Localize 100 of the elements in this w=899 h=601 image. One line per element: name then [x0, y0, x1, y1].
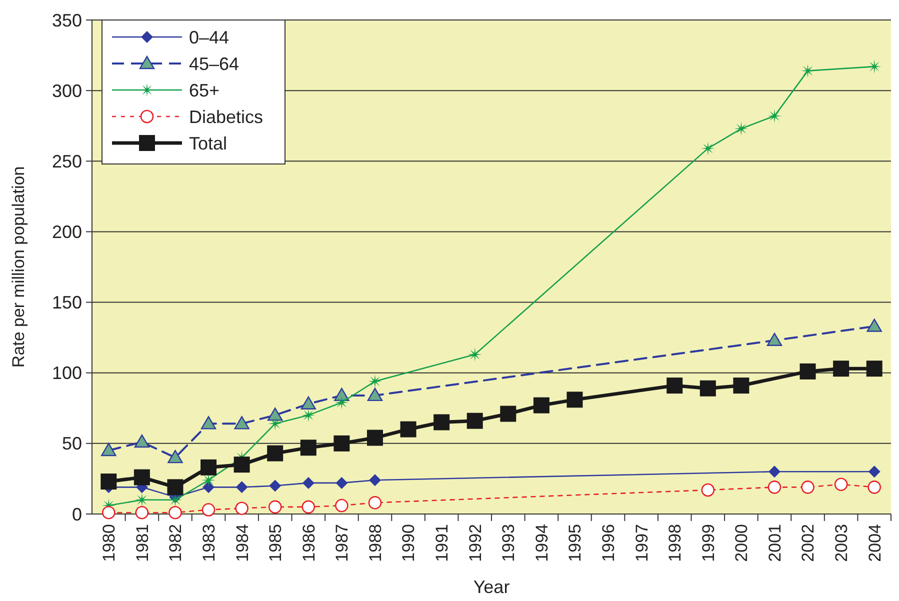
point — [768, 466, 780, 478]
y-tick-label: 350 — [52, 10, 82, 30]
point — [533, 397, 550, 414]
point — [368, 474, 381, 486]
point — [468, 348, 482, 362]
point — [834, 478, 848, 492]
point — [134, 492, 149, 507]
point — [868, 480, 882, 494]
point — [302, 476, 314, 489]
point — [434, 414, 450, 430]
x-tick-label: 1991 — [432, 524, 452, 562]
legend-label: 45–64 — [189, 54, 240, 74]
point — [268, 416, 282, 431]
point — [268, 408, 283, 421]
y-axis-title: Rate per million population — [9, 166, 28, 368]
x-tick-label: 1984 — [232, 524, 252, 562]
point — [367, 388, 383, 402]
point — [334, 395, 349, 410]
y-tick-label: 200 — [52, 222, 82, 242]
point — [268, 500, 282, 514]
point — [302, 500, 316, 514]
point — [566, 392, 583, 408]
point — [500, 406, 516, 422]
point — [801, 480, 814, 494]
point — [134, 434, 150, 448]
point — [269, 480, 282, 492]
x-tick-label: 1993 — [499, 524, 518, 562]
point — [868, 466, 880, 478]
point — [202, 503, 216, 516]
point — [701, 483, 715, 497]
point — [234, 416, 250, 430]
y-tick-label: 150 — [52, 292, 82, 313]
point — [700, 141, 715, 156]
point — [200, 459, 217, 476]
point — [867, 60, 882, 74]
point — [368, 496, 382, 510]
point — [335, 498, 348, 512]
point — [767, 108, 782, 123]
point — [267, 445, 284, 462]
x-tick-label: 1996 — [598, 524, 618, 562]
point — [234, 456, 250, 473]
y-tick-label: 0 — [72, 504, 82, 524]
point — [167, 479, 184, 496]
legend-label: 65+ — [189, 80, 220, 100]
x-tick-label: 1997 — [632, 524, 652, 562]
y-tick-label: 100 — [52, 363, 82, 384]
x-tick-label: 1987 — [332, 524, 352, 562]
y-tick-label: 50 — [62, 434, 82, 454]
legend-label: 0–44 — [189, 27, 230, 48]
point — [236, 481, 248, 494]
x-axis-title: Year — [473, 577, 510, 597]
point — [833, 360, 850, 377]
point — [300, 440, 316, 456]
point — [334, 435, 350, 452]
legend-label: Total — [189, 133, 228, 154]
point — [101, 442, 116, 456]
x-tick-label: 1999 — [698, 524, 718, 562]
x-tick-label: 1988 — [366, 524, 385, 562]
x-tick-label: 1990 — [399, 524, 418, 562]
point — [800, 363, 816, 380]
x-tick-label: 1982 — [166, 524, 186, 562]
point — [734, 122, 748, 136]
point — [666, 378, 683, 394]
point — [135, 506, 149, 520]
x-tick-label: 2001 — [765, 524, 784, 562]
point — [700, 380, 716, 396]
point — [866, 360, 882, 377]
x-tick-label: 1998 — [666, 524, 685, 562]
x-tick-label: 2003 — [832, 524, 852, 562]
x-tick-label: 1992 — [466, 524, 485, 562]
point — [202, 473, 216, 488]
point — [336, 476, 348, 489]
x-tick-label: 1981 — [132, 524, 152, 562]
legend-label: Diabetics — [189, 106, 264, 127]
point — [466, 412, 483, 429]
point — [202, 481, 215, 494]
y-tick-label: 250 — [52, 151, 82, 172]
x-tick-label: 2002 — [798, 524, 818, 562]
point — [168, 506, 182, 520]
point — [800, 64, 815, 78]
x-tick-label: 1980 — [100, 524, 119, 562]
y-tick-label: 300 — [52, 80, 82, 101]
point — [200, 416, 216, 430]
x-tick-label: 1985 — [266, 524, 286, 562]
x-tick-label: 1995 — [566, 524, 585, 562]
x-tick-label: 1986 — [299, 524, 318, 562]
x-tick-label: 2000 — [732, 524, 752, 562]
point — [368, 374, 382, 388]
point — [733, 378, 750, 394]
point — [235, 502, 248, 516]
point — [366, 430, 383, 446]
point — [768, 480, 782, 494]
point — [301, 408, 316, 422]
point — [168, 450, 183, 464]
x-tick-label: 1994 — [532, 524, 552, 562]
point — [866, 318, 882, 332]
point — [100, 474, 117, 490]
x-tick-label: 1983 — [199, 524, 218, 562]
point — [102, 506, 116, 520]
point — [300, 396, 316, 410]
